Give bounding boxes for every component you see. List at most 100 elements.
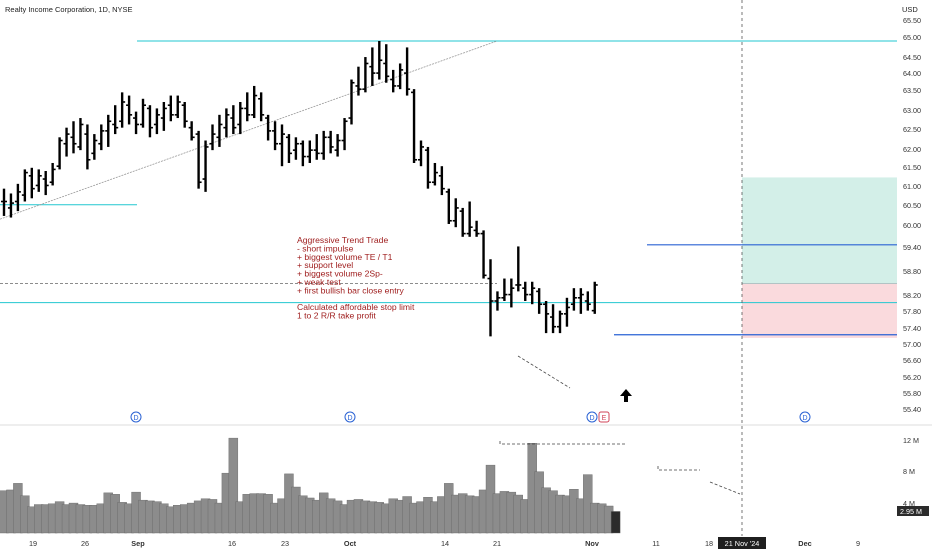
earnings-box	[598, 411, 610, 423]
ohlc-bar	[167, 95, 174, 122]
volume-axis: 12 M 8 M 4 M2.95 M	[897, 436, 929, 516]
ohlc-bar	[473, 220, 480, 237]
annotation-line: + weak test	[297, 277, 341, 287]
ohlc-bar	[28, 167, 35, 199]
ohlc-bar	[272, 121, 279, 151]
ohlc-bar	[237, 101, 244, 135]
dividend-label: D	[802, 415, 807, 422]
volume-tick: 12 M	[903, 436, 919, 445]
ohlc-bar	[42, 171, 49, 196]
ohlc-bar	[258, 92, 265, 122]
ohlc-bar	[188, 121, 195, 141]
volume-bar	[610, 511, 621, 534]
price-tick: 65.00	[903, 33, 921, 42]
volume-label-box	[897, 506, 929, 516]
ohlc-bar	[341, 118, 348, 151]
ohlc-bar	[508, 278, 515, 308]
ohlc-bar	[63, 127, 70, 157]
ohlc-bar	[404, 47, 411, 96]
price-tick: 57.00	[903, 340, 921, 349]
time-tick: 14	[441, 539, 449, 548]
dividend-marker: D	[344, 411, 356, 423]
dividend-label: D	[133, 415, 138, 422]
ohlc-bar	[383, 44, 390, 83]
event-markers: D D D DE	[130, 411, 811, 423]
ohlc-bar	[112, 105, 119, 135]
ohlc-bar	[84, 124, 91, 170]
ohlc-bar	[35, 169, 42, 192]
ohlc-bar	[411, 89, 418, 163]
price-tick: 62.00	[903, 145, 921, 154]
ohlc-bar	[244, 92, 251, 122]
ohlc-bar	[146, 105, 153, 138]
volume-arrow	[499, 441, 626, 445]
ohlc-bar	[466, 201, 473, 237]
volume-tick: 8 M	[903, 467, 915, 476]
ohlc-bar	[126, 95, 133, 125]
price-tick: 56.20	[903, 373, 921, 382]
price-tick: 60.00	[903, 221, 921, 230]
ohlc-bar	[49, 162, 56, 186]
price-tick: 55.40	[903, 405, 921, 414]
trade-annotation: Aggressive Trend Trade- short impulse+ b…	[297, 235, 632, 402]
price-tick: 61.50	[903, 163, 921, 172]
ohlc-bar	[7, 193, 14, 218]
dividend-label: D	[589, 415, 594, 422]
cursor-date-label: 21 Nov '24	[725, 539, 760, 548]
currency-label: USD	[902, 5, 918, 14]
ohlc-bar	[431, 162, 438, 186]
dividend-circle	[586, 411, 598, 423]
ohlc-bar	[536, 288, 543, 314]
ohlc-bar	[459, 207, 466, 237]
ohlc-bar	[216, 114, 223, 147]
annotation-line: Aggressive Trend Trade	[297, 235, 388, 245]
ohlc-bar	[14, 183, 21, 212]
trend-line	[0, 40, 498, 220]
annotation-line: - short impulse	[297, 243, 354, 253]
ohlc-bar	[153, 108, 160, 135]
earnings-label: E	[602, 415, 607, 422]
volume-bar	[228, 437, 239, 534]
volume-arrow	[657, 466, 700, 471]
ohlc-bar	[313, 134, 320, 160]
ohlc-bar	[334, 134, 341, 157]
ohlc-bar	[515, 246, 522, 292]
annotation-line: Calculated affordable stop limit	[297, 302, 415, 312]
ohlc-bar	[279, 124, 285, 167]
ohlc-bar	[209, 124, 216, 151]
dividend-circle	[344, 411, 356, 423]
price-tick: 58.20	[903, 291, 921, 300]
ohlc-bar	[327, 130, 334, 154]
ohlc-bar	[362, 57, 369, 93]
cursor-date-box	[718, 537, 766, 549]
price-tick: 57.80	[903, 307, 921, 316]
ohlc-bar	[424, 146, 431, 189]
time-tick: Sep	[131, 539, 145, 548]
ohlc-bar	[557, 310, 563, 334]
annotation-line: + biggest volume TE / T1	[297, 252, 393, 262]
ohlc-bar	[480, 230, 487, 279]
ohlc-bar	[369, 47, 376, 86]
annotation-line: + first bullish bar close entry	[297, 285, 404, 295]
ohlc-bar	[160, 101, 167, 131]
dividend-marker: D	[130, 411, 142, 423]
ohlc-bar	[299, 140, 306, 167]
price-tick: 56.60	[903, 356, 921, 365]
dividend-circle	[130, 411, 142, 423]
price-tick: 57.40	[903, 324, 921, 333]
ohlc-bar	[77, 118, 84, 151]
time-tick: 9	[856, 539, 860, 548]
ohlc-bar	[140, 98, 146, 128]
ohlc-bar	[390, 69, 397, 93]
price-tick: 60.50	[903, 201, 921, 210]
time-tick: 19	[29, 539, 37, 548]
ohlc-bar	[348, 79, 355, 125]
dividend-marker: D	[586, 411, 598, 423]
ohlc-bar	[98, 124, 105, 151]
ohlc-bar	[570, 288, 577, 311]
entry-arrow-icon	[620, 389, 632, 402]
price-tick: 61.00	[903, 182, 921, 191]
dividend-marker: D	[799, 411, 811, 423]
ohlc-bar	[355, 66, 362, 96]
